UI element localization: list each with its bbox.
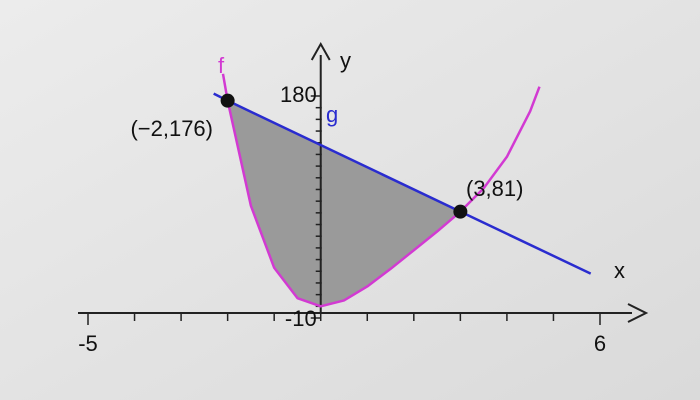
x-tick-label: 6 — [594, 331, 606, 356]
series-line — [221, 73, 541, 308]
point-label: (−2,176) — [130, 116, 213, 141]
x-axis-label: x — [614, 258, 625, 283]
series-label: g — [326, 102, 338, 127]
y-tick-label: -10 — [285, 306, 317, 331]
y-axis-label: y — [340, 48, 351, 73]
intersection-point — [220, 93, 235, 108]
y-axis-arrow — [310, 41, 331, 61]
y-tick-label: 180 — [280, 82, 317, 107]
point-label: (3,81) — [466, 176, 523, 201]
series-label: f — [218, 53, 225, 78]
intersection-point — [453, 204, 468, 219]
series-line — [213, 92, 592, 275]
x-axis-arrow — [627, 303, 649, 323]
x-tick-label: -5 — [78, 331, 98, 356]
